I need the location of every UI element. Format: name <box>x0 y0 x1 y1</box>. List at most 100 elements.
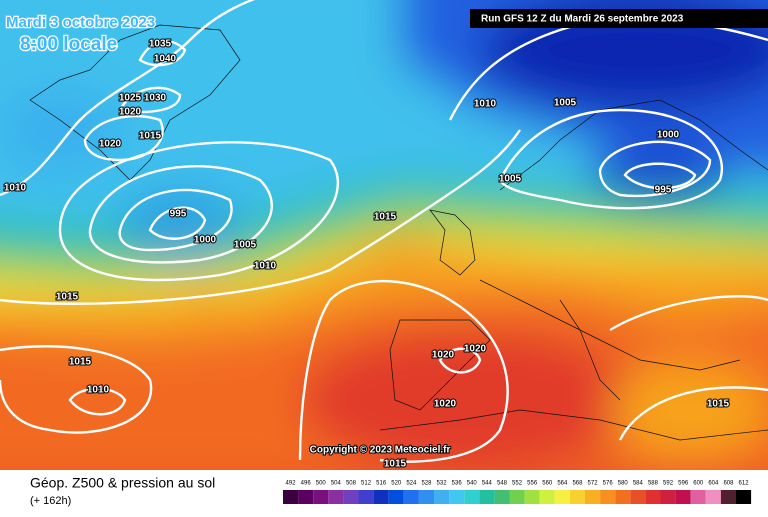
isobar-label: 1020 <box>99 139 122 150</box>
isobar-label: 1025 <box>119 93 142 104</box>
isobar-label: 1010 <box>474 99 497 110</box>
scale-swatch <box>479 490 495 504</box>
scale-label: 516 <box>376 481 387 487</box>
scale-label: 604 <box>708 481 719 487</box>
scale-label: 592 <box>663 481 674 487</box>
scale-swatch <box>675 490 691 504</box>
scale-swatch <box>645 490 661 504</box>
isobar-label: 1005 <box>499 174 522 185</box>
scale-swatch <box>539 490 555 504</box>
isobar-label: 1035 <box>149 39 172 50</box>
scale-swatch <box>494 490 510 504</box>
scale-label: 596 <box>678 481 689 487</box>
isobar-label: 1010 <box>254 261 277 272</box>
isobar-label: 1005 <box>234 240 257 251</box>
isobar-label: 1040 <box>154 54 177 65</box>
scale-swatch <box>615 490 631 504</box>
scale-label: 500 <box>316 481 327 487</box>
scale-swatch <box>509 490 525 504</box>
scale-swatch <box>403 490 419 504</box>
scale-label: 580 <box>618 481 629 487</box>
scale-swatch <box>690 490 706 504</box>
isobar-label: 995 <box>655 185 672 196</box>
isobar-label: 1005 <box>554 98 577 109</box>
scale-swatch <box>449 490 465 504</box>
scale-label: 588 <box>648 481 659 487</box>
scale-label: 572 <box>588 481 599 487</box>
copyright: Copyright © 2023 Meteociel.fr <box>310 445 451 456</box>
scale-swatch <box>569 490 585 504</box>
isobar-label: 1020 <box>434 399 457 410</box>
legend-title: Géop. Z500 & pression au sol <box>30 475 215 491</box>
isobar-label: 1015 <box>56 292 79 303</box>
scale-swatch <box>736 490 752 504</box>
scale-label: 496 <box>301 481 312 487</box>
isobar-label: 1010 <box>4 183 27 194</box>
run-box <box>470 9 768 28</box>
scale-label: 552 <box>512 481 523 487</box>
scale-swatch <box>585 490 601 504</box>
scale-swatch <box>464 490 480 504</box>
scale-swatch <box>298 490 314 504</box>
scale-label: 492 <box>286 481 297 487</box>
scale-label: 520 <box>391 481 402 487</box>
scale-label: 584 <box>633 481 644 487</box>
scale-label: 524 <box>406 481 417 487</box>
scale-label: 560 <box>542 481 553 487</box>
scale-label: 508 <box>346 481 357 487</box>
map-time: 8:00 locale <box>20 34 117 55</box>
scale-label: 600 <box>693 481 704 487</box>
scale-swatch <box>554 490 570 504</box>
scale-swatch <box>373 490 389 504</box>
isobar-label: 1015 <box>374 212 397 223</box>
isobar-label: 1015 <box>139 131 162 142</box>
scale-swatch <box>418 490 434 504</box>
scale-swatch <box>328 490 344 504</box>
isobar-label: 1030 <box>144 93 167 104</box>
scale-label: 540 <box>467 481 478 487</box>
scale-label: 612 <box>739 481 750 487</box>
isobar-label: 1020 <box>432 350 455 361</box>
scale-swatch <box>600 490 616 504</box>
isobar-label: 1000 <box>194 235 217 246</box>
scale-label: 556 <box>527 481 538 487</box>
scale-label: 512 <box>361 481 372 487</box>
isobar-label: 995 <box>170 209 187 220</box>
coastlines <box>29 24 768 441</box>
scale-swatch <box>524 490 540 504</box>
isobar-label: 1010 <box>87 385 110 396</box>
scale-swatch <box>705 490 721 504</box>
isobar-label: 1015 <box>69 357 92 368</box>
scale-swatch <box>720 490 736 504</box>
scale-label: 544 <box>482 481 493 487</box>
isobar-label: 1020 <box>119 107 142 118</box>
scale-swatch <box>283 490 299 504</box>
scale-swatch <box>343 490 359 504</box>
scale-label: 536 <box>452 481 463 487</box>
scale-swatch <box>388 490 404 504</box>
scale-swatch <box>630 490 646 504</box>
scale-swatch <box>660 490 676 504</box>
scale-swatch <box>358 490 374 504</box>
scale-label: 568 <box>572 481 583 487</box>
scale-label: 564 <box>557 481 568 487</box>
scale-swatch <box>434 490 450 504</box>
isobars <box>0 0 768 463</box>
geopotential-field <box>0 0 768 470</box>
scale-label: 576 <box>603 481 614 487</box>
isobar-label: 1020 <box>464 344 487 355</box>
scale-label: 528 <box>421 481 432 487</box>
scale-label: 608 <box>723 481 734 487</box>
isobar-label: 1015 <box>707 399 730 410</box>
scale-label: 504 <box>331 481 342 487</box>
scale-swatch <box>313 490 329 504</box>
isobar-label: 1000 <box>657 130 680 141</box>
map-date: Mardi 3 octobre 2023 <box>6 14 155 31</box>
isobar-label: 1015 <box>384 459 407 470</box>
run-info: Run GFS 12 Z du Mardi 26 septembre 2023 <box>481 14 684 25</box>
color-scale: 492 496 500 504 508 512 516 520 524 528 532 536 540 5… <box>283 481 752 504</box>
scale-label: 548 <box>497 481 508 487</box>
lead-time: (+ 162h) <box>30 495 71 507</box>
scale-label: 532 <box>437 481 448 487</box>
